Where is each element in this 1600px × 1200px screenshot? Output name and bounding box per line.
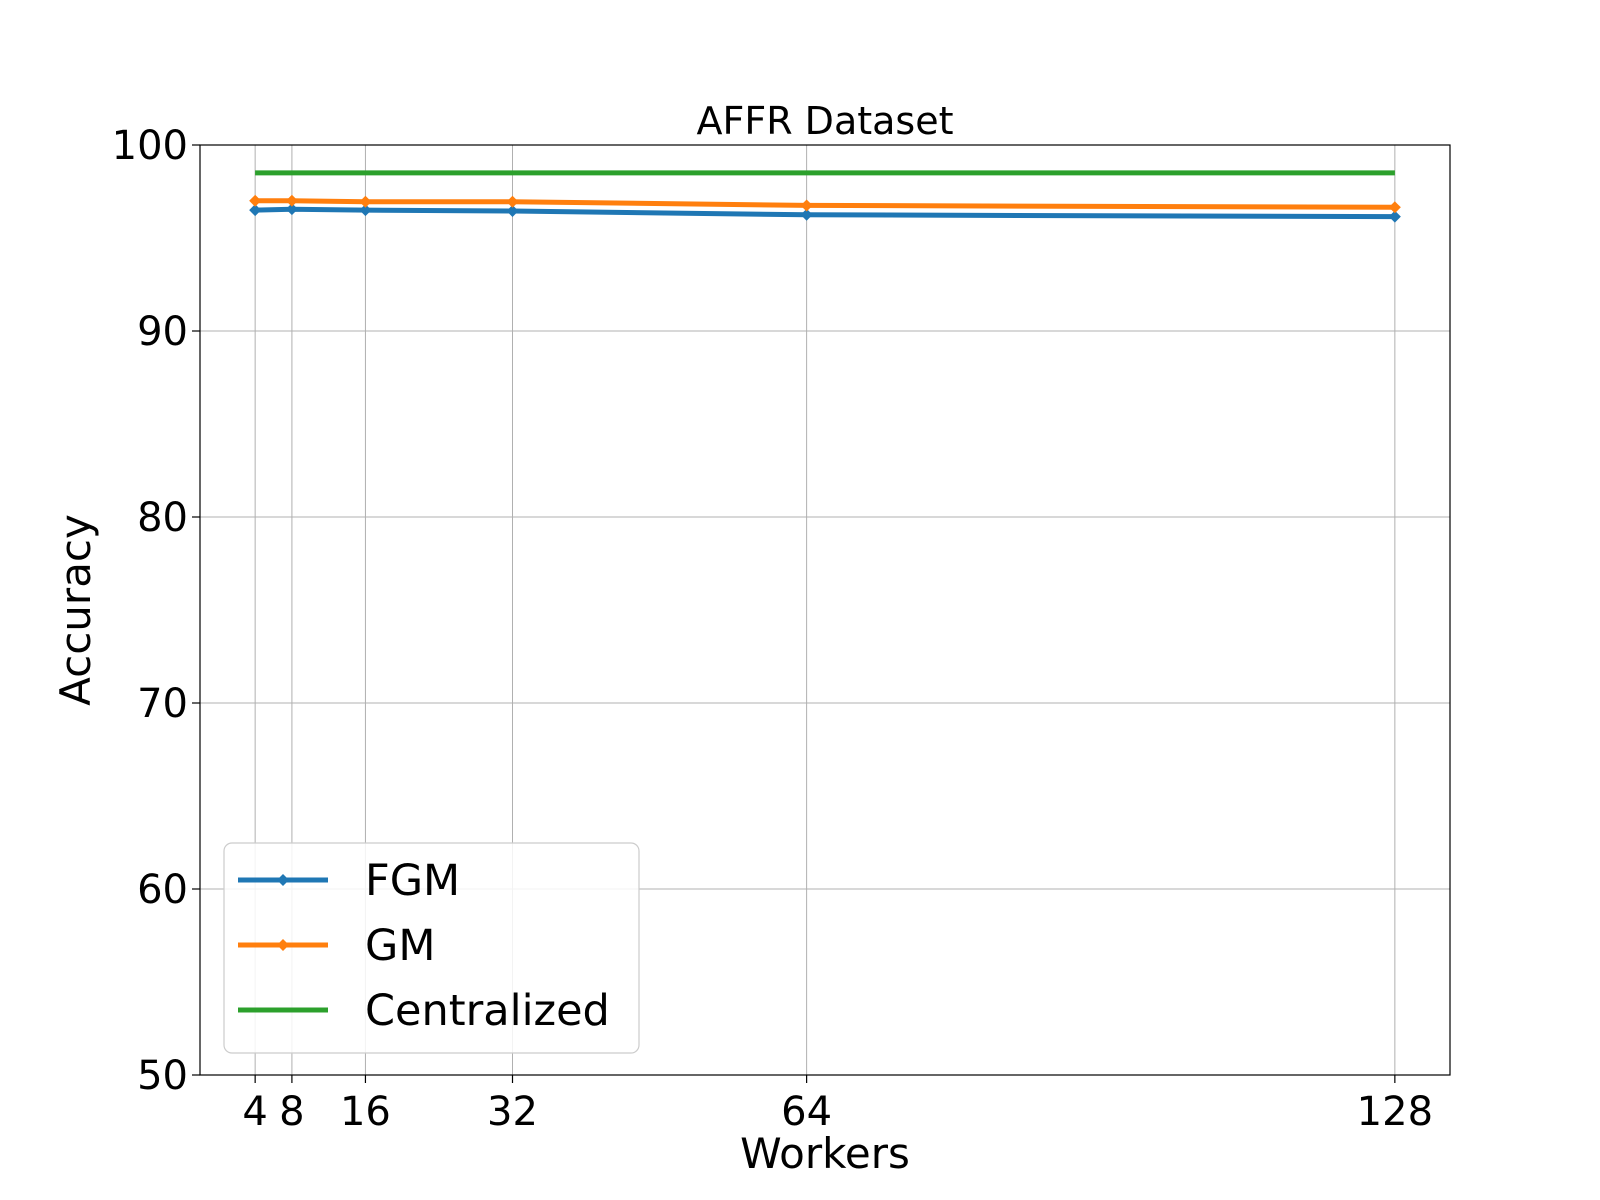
y-tick-label: 80 xyxy=(137,495,188,541)
data-point-gm xyxy=(359,195,372,208)
data-point-gm xyxy=(800,199,813,212)
legend-marker-fgm xyxy=(277,874,289,886)
x-axis-label: Workers xyxy=(740,1129,910,1178)
y-tick-label: 100 xyxy=(112,123,188,169)
legend-marker-gm xyxy=(277,939,289,951)
y-tick-label: 70 xyxy=(137,681,188,727)
data-point-gm xyxy=(506,195,519,208)
series-line-fgm xyxy=(255,206,1395,220)
x-tick-label: 4 xyxy=(242,1089,267,1135)
data-point-gm xyxy=(249,194,262,207)
x-tick-label: 128 xyxy=(1357,1089,1433,1135)
legend: FGM GM Centralized xyxy=(223,842,640,1054)
y-tick-label: 60 xyxy=(137,867,188,913)
x-tick-label: 64 xyxy=(781,1089,832,1135)
data-point-fgm xyxy=(800,208,813,221)
chart-title: AFFR Dataset xyxy=(696,99,953,143)
data-point-gm xyxy=(285,194,298,207)
series-lines xyxy=(249,170,1401,223)
x-tick-label: 16 xyxy=(340,1089,391,1135)
y-tick-label: 90 xyxy=(137,309,188,355)
data-point-fgm xyxy=(1388,210,1401,223)
y-tick-label: 50 xyxy=(137,1053,188,1099)
x-tick-label: 32 xyxy=(487,1089,538,1135)
data-point-fgm xyxy=(249,204,262,217)
legend-label-fgm: FGM xyxy=(365,856,460,906)
legend-label-gm: GM xyxy=(365,921,435,971)
series-line-gm xyxy=(255,198,1395,210)
legend-label-centralized: Centralized xyxy=(365,986,610,1036)
y-axis-label: Accuracy xyxy=(51,514,100,706)
data-point-fgm xyxy=(506,205,519,218)
plot-frame xyxy=(199,144,1451,1076)
data-point-fgm xyxy=(359,204,372,217)
legend-box xyxy=(223,842,640,1054)
x-tick-label: 8 xyxy=(279,1089,304,1135)
axis-ticks: 4 8 16 32 64 128 50 60 70 80 90 100 xyxy=(112,123,1433,1135)
data-point-fgm xyxy=(285,203,298,216)
data-point-gm xyxy=(1388,201,1401,214)
